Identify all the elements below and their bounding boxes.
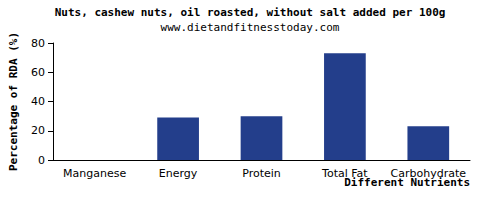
svg-text:0: 0 [38,154,45,167]
svg-text:Nuts, cashew nuts, oil roasted: Nuts, cashew nuts, oil roasted, without … [55,6,446,19]
svg-text:www.dietandfitnesstoday.com: www.dietandfitnesstoday.com [161,21,340,34]
svg-text:Protein: Protein [242,167,281,180]
svg-text:Manganese: Manganese [63,167,126,180]
svg-text:20: 20 [31,124,45,137]
svg-text:40: 40 [31,95,45,108]
svg-text:Carbohydrate: Carbohydrate [391,167,467,180]
svg-text:Different Nutrients: Different Nutrients [344,176,470,189]
svg-text:60: 60 [31,66,45,79]
svg-text:Percentage of RDA (%): Percentage of RDA (%) [7,32,20,171]
svg-text:80: 80 [31,37,45,50]
svg-text:Total Fat: Total Fat [321,167,368,180]
svg-text:Energy: Energy [159,167,198,180]
